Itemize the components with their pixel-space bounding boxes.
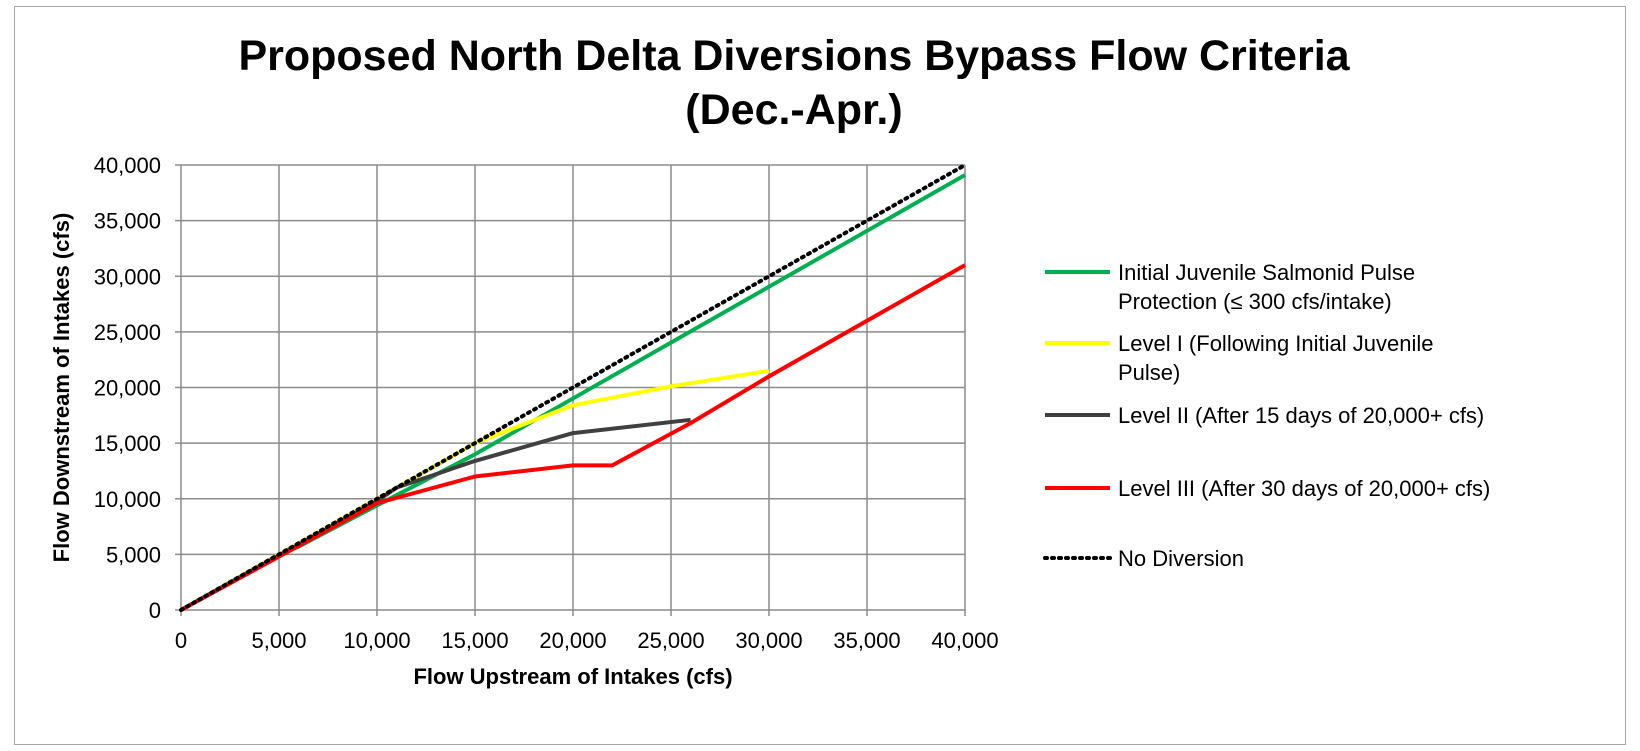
legend-label: No Diversion xyxy=(1118,546,1244,571)
x-tick-label: 30,000 xyxy=(735,628,802,653)
series-line-4 xyxy=(179,163,967,612)
legend-label: Initial Juvenile Salmonid Pulse xyxy=(1118,260,1415,285)
series xyxy=(179,163,967,612)
x-tick-label: 20,000 xyxy=(539,628,606,653)
series-line-2 xyxy=(180,417,691,612)
legend-label: Protection (≤ 300 cfs/intake) xyxy=(1118,289,1392,314)
y-tick-label: 20,000 xyxy=(94,376,161,401)
x-tick-label: 15,000 xyxy=(441,628,508,653)
y-tick-label: 10,000 xyxy=(94,487,161,512)
legend-label: Level II (After 15 days of 20,000+ cfs) xyxy=(1118,403,1484,428)
y-tick-label: 40,000 xyxy=(94,153,161,178)
legend-label: Level III (After 30 days of 20,000+ cfs) xyxy=(1118,476,1490,501)
legend: Initial Juvenile Salmonid Pulse Protectio… xyxy=(1043,260,1490,571)
x-tick-label: 35,000 xyxy=(833,628,900,653)
y-axis-ticks: 0 5,000 10,000 15,000 20,000 25,000 30,000 35,0… xyxy=(94,153,161,623)
legend-label: Pulse) xyxy=(1118,360,1180,385)
legend-label: Level I (Following Initial Juvenile xyxy=(1118,331,1434,356)
x-tick-label: 10,000 xyxy=(343,628,410,653)
chart-title-line: (Dec.-Apr.) xyxy=(685,86,902,134)
chart-title: Proposed North Delta Diversions Bypass F… xyxy=(238,32,1350,134)
y-tick-label: 0 xyxy=(149,598,161,623)
x-tick-label: 40,000 xyxy=(931,628,998,653)
y-tick-label: 25,000 xyxy=(94,320,161,345)
series-line-3 xyxy=(180,263,966,612)
x-tick-label: 0 xyxy=(175,628,187,653)
chart-frame xyxy=(14,6,1626,745)
x-axis-ticks: 0 5,000 10,000 15,000 20,000 25,000 30,000 35,0… xyxy=(175,628,999,653)
y-axis-title: Flow Downstream of Intakes (cfs) xyxy=(49,213,74,563)
grid xyxy=(175,164,966,616)
x-tick-label: 25,000 xyxy=(637,628,704,653)
x-axis-title: Flow Upstream of Intakes (cfs) xyxy=(413,664,732,689)
y-tick-label: 35,000 xyxy=(94,209,161,234)
y-tick-label: 15,000 xyxy=(94,431,161,456)
y-tick-label: 30,000 xyxy=(94,264,161,289)
x-tick-label: 5,000 xyxy=(251,628,306,653)
chart-title-line: Proposed North Delta Diversions Bypass F… xyxy=(238,32,1350,80)
y-tick-label: 5,000 xyxy=(106,542,161,567)
